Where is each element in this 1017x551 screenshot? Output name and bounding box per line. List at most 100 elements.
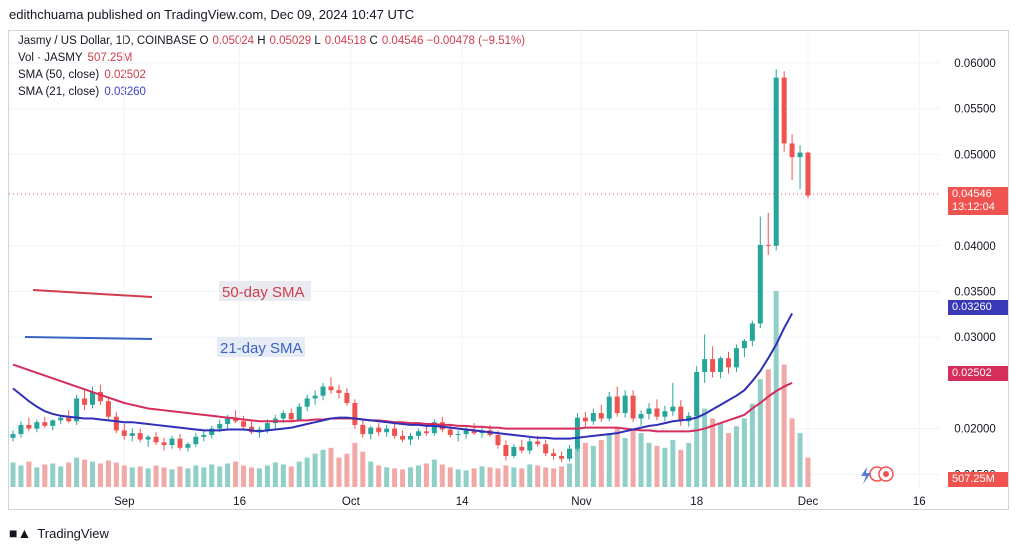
sma21-legend[interactable]: SMA (21, close) 0.03260 (18, 86, 146, 98)
candle-body (638, 413, 644, 419)
volume-bars (10, 291, 811, 487)
volume-bar (352, 442, 358, 487)
volume-bar (741, 418, 747, 487)
candle-body (646, 408, 652, 414)
volume-bar (415, 465, 421, 487)
candle-body (145, 436, 151, 440)
candle-body (455, 434, 461, 436)
volume-bar (296, 461, 302, 487)
volume-bar (590, 445, 596, 487)
candle-body (415, 431, 421, 436)
x-tick-label: Dec (798, 496, 819, 508)
symbol-title[interactable]: Jasmy / US Dollar, 1D, COINBASE (18, 35, 197, 47)
volume-bar (535, 465, 541, 487)
x-tick-label: Oct (342, 496, 361, 508)
x-tick-label: 18 (690, 496, 703, 508)
candle-body (161, 442, 167, 446)
sma50-label: SMA (50, close) (18, 69, 100, 81)
volume-bar (622, 438, 628, 487)
volume-bar (376, 465, 382, 487)
sma50-annotation-bg (219, 281, 311, 301)
candle-body (519, 446, 525, 451)
volume-bar (50, 463, 56, 487)
x-tick-label: 16 (913, 496, 926, 508)
candle-body (662, 411, 668, 417)
candle-body (749, 323, 755, 341)
candle-body (614, 396, 620, 414)
candle-body (82, 398, 88, 405)
x-tick-label: 16 (233, 496, 246, 508)
volume-bar (495, 468, 501, 487)
y-tick-label: 0.04000 (954, 241, 996, 253)
volume-bar (614, 428, 620, 487)
candle-body (797, 152, 803, 158)
time-axis: Sep 16 Oct 14 Nov 18 Dec 16 (114, 496, 926, 508)
candle-body (185, 444, 191, 448)
candle-body (726, 358, 731, 368)
candle-body (733, 348, 739, 368)
candle-body (710, 359, 716, 372)
volume-bar (710, 418, 716, 487)
candle-body (328, 386, 334, 391)
candle-body (527, 441, 533, 451)
candle-body (718, 358, 724, 372)
events-icon[interactable] (869, 466, 894, 482)
candle-body (26, 424, 32, 429)
candle-body (598, 413, 604, 419)
candle-body (304, 398, 310, 407)
volume-bar (34, 467, 40, 487)
volume-bar (304, 457, 310, 487)
volume-bar (479, 466, 485, 487)
candle-body (344, 392, 350, 403)
open-label: O (199, 35, 209, 47)
brand-name[interactable]: TradingView (37, 525, 109, 541)
volume-bar (264, 465, 270, 487)
volume-bar (82, 459, 88, 487)
volume-bar (288, 466, 294, 487)
candle-body (781, 77, 787, 144)
candle-body (18, 424, 24, 435)
flash-icon[interactable] (861, 467, 871, 484)
candle-body (352, 402, 358, 425)
volume-bar (129, 467, 135, 487)
volume-bar (368, 461, 374, 487)
volume-legend[interactable]: Vol · JASMY 507.25M (18, 52, 132, 64)
volume-bar (567, 463, 572, 487)
candle-body (137, 433, 143, 440)
sma50-legend[interactable]: SMA (50, close) 0.02502 (18, 69, 146, 81)
volume-bar (153, 465, 159, 487)
volume-bar (694, 389, 700, 487)
y-tick-label: 0.03000 (954, 332, 996, 344)
candle-body (773, 77, 779, 246)
y-tick-label: 0.05000 (954, 149, 996, 161)
y-tick-label: 0.03500 (954, 286, 996, 298)
candle-body (280, 413, 286, 419)
candle-body (654, 408, 660, 417)
candle-body (10, 434, 16, 438)
candle-body (42, 422, 48, 426)
volume-bar (201, 467, 207, 487)
sma50-annotation-line (32, 289, 153, 298)
candle-body (312, 395, 318, 399)
candle-body (789, 143, 795, 158)
tradingview-logo-icon[interactable]: ■▲ (9, 525, 32, 541)
volume-bar (765, 369, 771, 487)
candle-body (606, 396, 612, 419)
volume-bar (18, 465, 24, 487)
candle-body (670, 406, 676, 412)
sma21-annotation-line (24, 336, 153, 340)
volume-bar (789, 418, 795, 487)
candle-body (567, 448, 572, 459)
sma-lines (12, 312, 793, 440)
x-tick-label: Sep (114, 496, 134, 508)
candle-body (34, 422, 40, 429)
sma50-value: 0.02502 (104, 69, 146, 81)
candle-body (622, 395, 628, 414)
candle-body (296, 406, 302, 420)
candle-body (50, 420, 56, 426)
volume-bar (678, 449, 684, 487)
volume-bar (42, 464, 48, 487)
close-value: 0.04546 (381, 35, 424, 47)
candle-body (511, 446, 517, 457)
